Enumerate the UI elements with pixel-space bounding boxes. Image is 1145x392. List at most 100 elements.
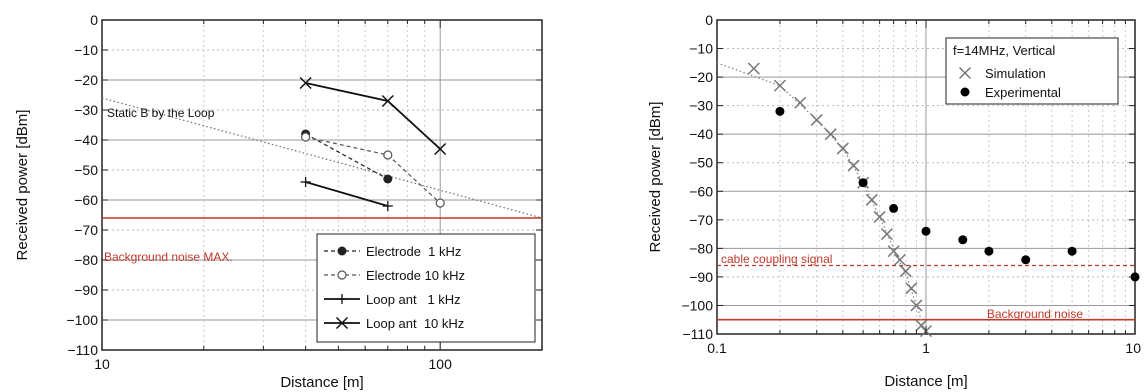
right-data-point [858, 178, 868, 188]
left-data-point [300, 177, 311, 187]
right-data-point [794, 96, 807, 109]
left-legend: Electrode 1 kHz Electrode 10 kHz Loop ant … [316, 233, 536, 343]
right-legend-title: f=14MHz, Vertical [953, 43, 1055, 58]
right-y-tick-label: −50 [689, 155, 713, 171]
left-series-1 [301, 132, 445, 208]
right-legend-marker [960, 87, 970, 97]
right-data-point [887, 245, 900, 258]
left-series [299, 76, 447, 211]
right-y-tick-label: −100 [681, 297, 713, 313]
left-data-point [383, 150, 393, 160]
left-y-tick-label: −90 [74, 282, 98, 298]
right-data-point [865, 193, 878, 206]
left-y-tick-label: −60 [74, 192, 98, 208]
right-x-tick-label: 10 [1125, 340, 1141, 356]
left-legend-marker [335, 316, 349, 330]
left-legend-marker [337, 270, 347, 280]
right-data-point [773, 79, 786, 92]
right-y-tick-label: −60 [689, 183, 713, 199]
left-data-point [382, 201, 393, 211]
right-x-tick-label: 0.1 [707, 340, 727, 356]
left-series-line [305, 181, 389, 207]
right-series-0 [747, 62, 933, 338]
right-y-tick-label: −20 [689, 69, 713, 85]
left-y-tick-label: −110 [68, 342, 99, 358]
left-legend-item: Electrode 1 kHz [324, 244, 461, 259]
left-data-point [381, 94, 394, 108]
right-y-tick-label: −70 [689, 212, 713, 228]
right-dotted-curve [716, 62, 927, 335]
right-legend-label: Simulation [985, 66, 1046, 81]
right-series-1 [775, 106, 1140, 282]
right-legend-item: Simulation [958, 66, 1046, 81]
left-series-2 [300, 177, 393, 211]
left-legend-box [316, 233, 536, 343]
right-series [747, 62, 1140, 338]
right-data-point [889, 203, 899, 213]
right-y-axis-label: Received power [dBm] [647, 102, 664, 253]
right-grid [717, 20, 1135, 334]
right-data-point [1067, 246, 1077, 256]
right-y-tick-label: −110 [683, 326, 714, 342]
left-y-tick-label: −100 [66, 312, 98, 328]
left-data-point [434, 142, 447, 156]
right-legend-marker [958, 66, 972, 80]
right-data-point [775, 106, 785, 116]
right-legend: f=14MHz, Vertical Simulation Experimental [945, 37, 1119, 105]
left-legend-label: Electrode 1 kHz [366, 244, 461, 259]
left-series-line [305, 133, 389, 180]
left-legend-marker [337, 246, 347, 256]
right-data-point [1021, 255, 1031, 265]
right-y-tick-label: −30 [689, 98, 713, 114]
left-y-tick-label: 0 [90, 12, 98, 28]
left-y-tick-label: −20 [74, 72, 98, 88]
right-data-point [910, 299, 923, 312]
left-legend-label: Loop ant 1 kHz [366, 292, 461, 307]
right-y-tick-label: −10 [689, 41, 713, 57]
right-data-point [984, 246, 994, 256]
left-legend-item: Loop ant 1 kHz [324, 292, 461, 307]
right-legend-label: Experimental [985, 85, 1061, 100]
right-data-point [810, 113, 823, 126]
right-data-point [824, 128, 837, 141]
right-data-point [873, 210, 886, 223]
left-data-point [383, 174, 393, 184]
right-y-tick-label: −90 [689, 269, 713, 285]
right-data-point [899, 265, 912, 278]
left-legend-label: Electrode 10 kHz [366, 268, 465, 283]
left-y-tick-label: −10 [74, 42, 98, 58]
left-x-axis-label: Distance [m] [280, 374, 363, 391]
left-data-point [435, 198, 445, 208]
left-data-point [299, 76, 312, 90]
left-legend-item: Loop ant 10 kHz [324, 316, 464, 331]
right-legend-box [945, 37, 1119, 105]
left-x-tick-label: 100 [429, 356, 453, 372]
right-data-point [847, 159, 860, 172]
left-y-tick-label: −80 [74, 252, 98, 268]
left-y-tick-label: −50 [74, 162, 98, 178]
left-legend-label: Loop ant 10 kHz [366, 316, 464, 331]
right-data-point [958, 235, 968, 245]
right-y-tick-label: 0 [705, 12, 713, 28]
left-legend-marker [337, 294, 347, 304]
right-y-tick-label: −40 [689, 126, 713, 142]
left-reference-label-static: Static B by the Loop [107, 106, 215, 120]
right-simulation-trend-curve [716, 62, 927, 335]
left-reference-line [101, 97, 543, 219]
left-y-tick-label: −70 [74, 222, 98, 238]
left-x-tick-label: 10 [94, 356, 110, 372]
left-data-point [301, 132, 311, 142]
left-y-axis-label: Received power [dBm] [14, 110, 31, 261]
left-reference-lines [101, 97, 543, 219]
left-legend-item: Electrode 10 kHz [324, 268, 465, 283]
left-reference-label-noise: Background noise MAX. [104, 250, 233, 264]
right-data-point [893, 253, 906, 266]
right-data-point [880, 228, 893, 241]
right-y-tick-label: −80 [689, 240, 713, 256]
left-y-tick-label: −40 [74, 132, 98, 148]
